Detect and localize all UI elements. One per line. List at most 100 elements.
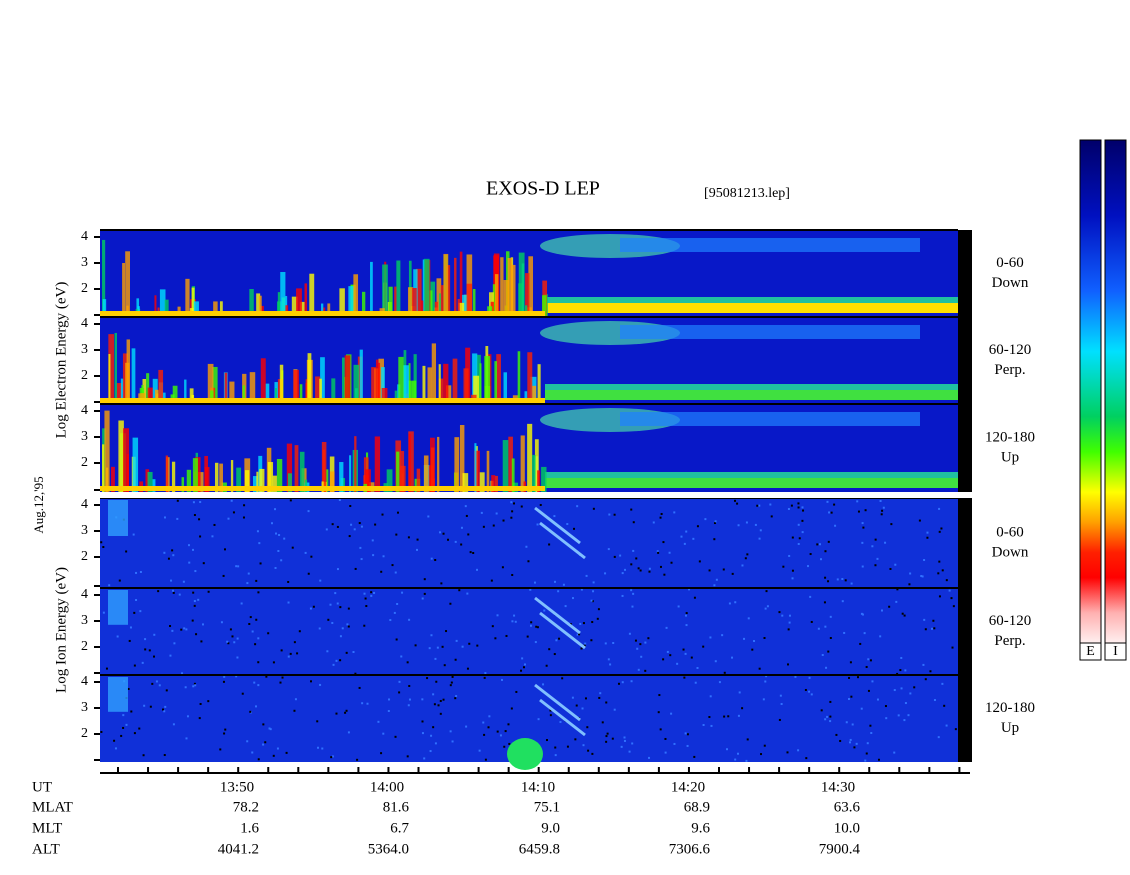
speckle <box>591 752 594 755</box>
speckle <box>639 569 642 572</box>
speckle <box>945 724 948 727</box>
speckle <box>511 510 514 513</box>
speckle <box>389 619 392 622</box>
speckle <box>491 625 494 628</box>
orbit-value: 9.0 <box>541 820 560 836</box>
speckle <box>664 751 667 754</box>
orbit-value: 81.6 <box>383 799 410 815</box>
streak <box>342 357 346 404</box>
speckle <box>746 738 749 741</box>
speckle <box>496 730 499 733</box>
speckle <box>909 572 912 575</box>
speckle <box>571 696 574 699</box>
streak <box>436 278 442 317</box>
speckle <box>338 499 341 502</box>
cusp-cloud <box>620 412 920 426</box>
speckle <box>248 622 251 625</box>
speckle <box>449 602 452 605</box>
streak <box>219 301 223 317</box>
streak <box>265 383 270 404</box>
speckle <box>503 745 506 748</box>
speckle <box>523 663 526 666</box>
streak <box>152 479 156 492</box>
speckle <box>289 499 292 502</box>
speckle <box>381 513 384 516</box>
speckle <box>828 511 831 514</box>
streak <box>524 391 528 404</box>
ion-feature <box>507 738 543 770</box>
speckle <box>514 620 517 623</box>
speckle <box>826 715 829 718</box>
time-label: 13:50 <box>220 779 254 795</box>
speckle <box>193 604 196 607</box>
streak <box>520 435 525 492</box>
speckle <box>165 689 168 692</box>
speckle <box>829 720 832 723</box>
speckle <box>758 667 761 670</box>
ion-feature <box>539 698 586 737</box>
speckle <box>807 565 810 568</box>
speckle <box>561 677 564 680</box>
streak <box>229 381 235 404</box>
speckle <box>339 606 342 609</box>
speckle <box>176 517 179 520</box>
speckle <box>350 523 353 526</box>
streak <box>319 378 322 404</box>
streak <box>537 470 541 492</box>
streak <box>123 428 130 492</box>
speckle <box>684 732 687 735</box>
streak <box>339 288 345 317</box>
ion-axis-label: Log Ion Energy (eV) <box>53 567 69 693</box>
speckle <box>853 746 856 749</box>
speckle <box>658 694 661 697</box>
speckle <box>879 500 882 503</box>
speckle <box>765 590 768 593</box>
streak <box>118 420 124 492</box>
speckle <box>408 698 411 701</box>
speckle <box>647 637 650 640</box>
streak <box>492 284 496 317</box>
speckle <box>358 686 361 689</box>
speckle <box>298 630 301 633</box>
speckle <box>408 684 411 687</box>
speckle <box>630 680 633 683</box>
speckle <box>416 548 419 551</box>
orbit-value: 4041.2 <box>218 841 259 857</box>
streak <box>291 296 298 317</box>
panel-range: 0-60 <box>996 255 1024 271</box>
speckle <box>823 601 826 604</box>
streak <box>394 286 397 317</box>
speckle <box>584 697 587 700</box>
speckle <box>241 692 244 695</box>
streak <box>496 354 501 404</box>
speckle <box>139 610 142 613</box>
speckle <box>582 744 585 747</box>
speckle <box>637 567 640 570</box>
panel-background <box>100 498 958 588</box>
speckle <box>339 659 342 662</box>
speckle <box>483 733 486 736</box>
speckle <box>908 583 911 586</box>
speckle <box>432 693 435 696</box>
speckle <box>223 732 226 735</box>
speckle <box>683 676 686 679</box>
speckle <box>926 536 929 539</box>
streak <box>296 288 302 317</box>
speckle <box>527 560 530 563</box>
speckle <box>543 609 546 612</box>
speckle <box>468 642 471 645</box>
streak <box>293 369 299 404</box>
speckle <box>408 618 411 621</box>
speckle <box>510 501 513 504</box>
streak <box>494 361 498 404</box>
speckle <box>778 611 781 614</box>
speckle <box>926 531 929 534</box>
speckle <box>581 707 584 710</box>
speckle <box>170 579 173 582</box>
speckle <box>865 665 868 668</box>
row-label: ALT <box>32 841 60 857</box>
speckle <box>139 570 142 573</box>
speckle <box>144 648 147 651</box>
speckle <box>265 675 268 678</box>
speckle <box>102 611 105 614</box>
